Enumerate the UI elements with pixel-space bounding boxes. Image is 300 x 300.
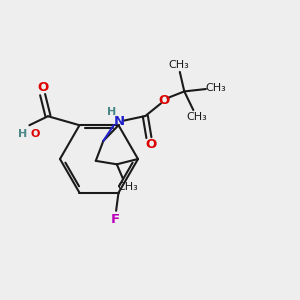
Text: O: O — [31, 129, 40, 139]
Text: CH₃: CH₃ — [205, 83, 226, 93]
Text: O: O — [158, 94, 169, 107]
Text: F: F — [111, 213, 120, 226]
Text: O: O — [38, 81, 49, 94]
Text: CH₃: CH₃ — [168, 60, 189, 70]
Text: CH₃: CH₃ — [118, 182, 138, 192]
Text: H: H — [107, 107, 116, 117]
Text: CH₃: CH₃ — [187, 112, 207, 122]
Text: H: H — [18, 129, 27, 139]
Text: O: O — [146, 138, 157, 151]
Text: N: N — [113, 115, 124, 128]
